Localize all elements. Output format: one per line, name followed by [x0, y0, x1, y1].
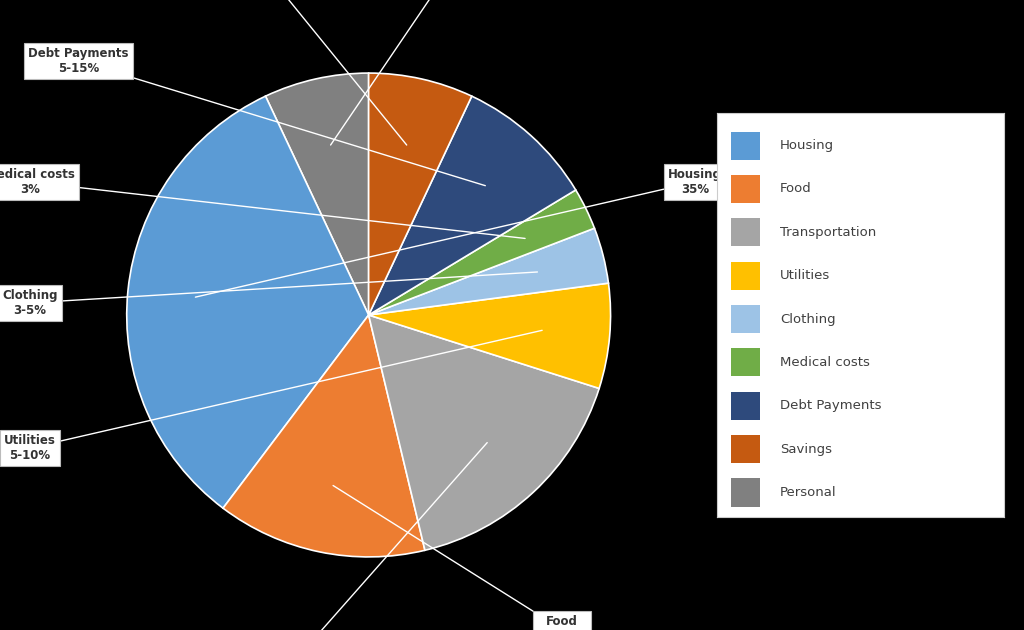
Wedge shape — [223, 315, 425, 557]
Text: Housing
35%: Housing 35% — [196, 168, 722, 297]
Text: Utilities
5-10%: Utilities 5-10% — [4, 330, 542, 462]
Text: Transportation
15-20%: Transportation 15-20% — [252, 443, 487, 630]
Text: Debt Payments
5-15%: Debt Payments 5-15% — [28, 47, 485, 186]
Wedge shape — [369, 228, 608, 315]
FancyBboxPatch shape — [731, 478, 760, 507]
Text: Clothing: Clothing — [780, 312, 836, 326]
Text: Food: Food — [780, 183, 812, 195]
FancyBboxPatch shape — [731, 305, 760, 333]
Wedge shape — [369, 96, 575, 315]
Text: Utilities: Utilities — [780, 269, 830, 282]
Wedge shape — [369, 283, 610, 389]
Text: Personal
5-10%: Personal 5-10% — [331, 0, 482, 145]
FancyBboxPatch shape — [731, 435, 760, 463]
FancyBboxPatch shape — [731, 261, 760, 290]
FancyBboxPatch shape — [731, 132, 760, 160]
Text: Food
10-20%: Food 10-20% — [333, 486, 587, 630]
FancyBboxPatch shape — [731, 392, 760, 420]
FancyBboxPatch shape — [731, 175, 760, 203]
FancyBboxPatch shape — [731, 348, 760, 377]
Text: Clothing
3-5%: Clothing 3-5% — [2, 272, 538, 317]
Wedge shape — [369, 73, 472, 315]
Text: Housing: Housing — [780, 139, 834, 152]
Wedge shape — [369, 190, 595, 315]
Text: Personal: Personal — [780, 486, 837, 499]
Wedge shape — [265, 73, 369, 315]
Text: Debt Payments: Debt Payments — [780, 399, 882, 412]
Text: Medical costs: Medical costs — [780, 356, 869, 369]
Text: Savings: Savings — [780, 442, 831, 455]
Wedge shape — [127, 96, 369, 508]
Text: Medical costs
3%: Medical costs 3% — [0, 168, 525, 238]
Wedge shape — [369, 315, 599, 550]
Text: Transportation: Transportation — [780, 226, 877, 239]
FancyBboxPatch shape — [731, 218, 760, 246]
Text: Savings
5-10%: Savings 5-10% — [233, 0, 407, 145]
